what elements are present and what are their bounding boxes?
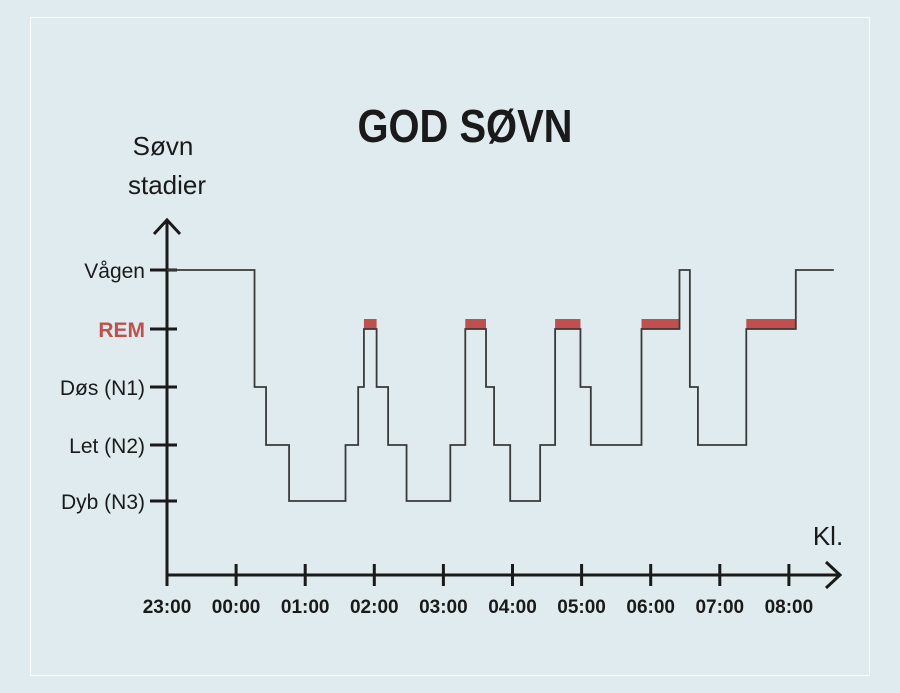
chart-frame (30, 17, 870, 676)
y-axis-arrow-icon (152, 217, 182, 236)
x-tick-label: 23:00 (143, 597, 192, 618)
x-tick-label: 08:00 (765, 597, 814, 618)
y-tick-label: REM (98, 319, 145, 342)
x-tick-label: 03:00 (419, 597, 468, 618)
y-tick-label: Vågen (84, 260, 145, 283)
rem-highlight-bar (555, 319, 581, 329)
y-axis-label-line-2: stadier (128, 170, 206, 200)
rem-highlight-bar (363, 319, 377, 329)
y-axis-label-line-1: Søvn (133, 131, 194, 161)
chart-title: GOD SØVN (358, 100, 573, 152)
x-tick-label: 04:00 (488, 597, 537, 618)
rem-highlight-bar (746, 319, 796, 329)
x-tick-label: 07:00 (695, 597, 744, 618)
sleep-stage-line (167, 269, 834, 502)
x-tick-label: 00:00 (212, 597, 261, 618)
x-axis-arrow-icon (824, 560, 843, 590)
x-tick-label: 02:00 (350, 597, 399, 618)
x-tick-label: 05:00 (557, 597, 606, 618)
x-axis-label: Kl. (813, 521, 843, 551)
y-tick-label: Døs (N1) (60, 377, 145, 400)
rem-highlight-bar (465, 319, 487, 329)
y-tick-label: Dyb (N3) (61, 491, 145, 514)
x-tick-label: 01:00 (281, 597, 330, 618)
y-tick-label: Let (N2) (69, 435, 145, 458)
x-tick-label: 06:00 (626, 597, 675, 618)
rem-highlight-bar (641, 319, 680, 329)
